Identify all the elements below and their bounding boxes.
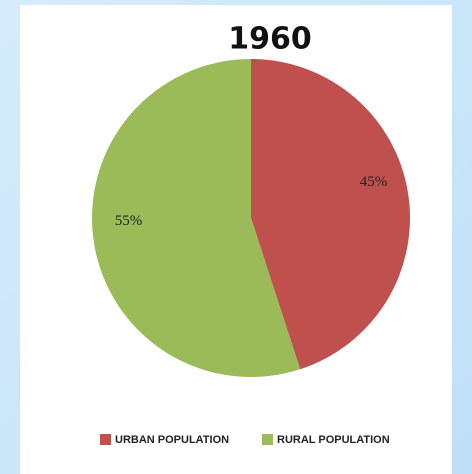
legend-swatch — [262, 434, 273, 445]
legend-swatch — [100, 434, 111, 445]
pie-slice — [251, 59, 410, 370]
value-label: 45% — [360, 174, 388, 190]
legend-label: RURAL POPULATION — [277, 434, 390, 446]
value-label: 55% — [115, 213, 143, 229]
pie-slice — [91, 59, 301, 378]
legend-label: URBAN POPULATION — [115, 434, 229, 446]
chart-title: 1960 — [228, 22, 312, 57]
